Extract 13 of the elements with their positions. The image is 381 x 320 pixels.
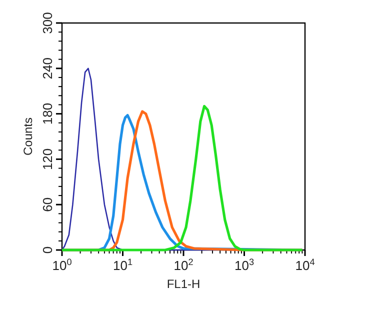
x-tick-label: 10$^{1}$ xyxy=(112,257,133,273)
x-tick-label: 10$^{3}$ xyxy=(234,257,254,273)
x-axis-title: FL1-H xyxy=(166,277,200,291)
y-tick-label: 60 xyxy=(40,197,55,212)
y-tick-label: 180 xyxy=(40,102,55,125)
y-tick-label: 0 xyxy=(40,246,55,254)
x-tick-label: 10$^{2}$ xyxy=(174,257,194,273)
x-tick-label: 10$^{4}$ xyxy=(295,257,315,273)
y-tick-label: 300 xyxy=(40,12,55,34)
y-tick-label: 120 xyxy=(40,148,55,170)
y-tick-label: 240 xyxy=(40,58,55,80)
x-tick-label: 10$^{0}$ xyxy=(52,257,72,273)
y-axis-title: Counts xyxy=(21,117,35,156)
